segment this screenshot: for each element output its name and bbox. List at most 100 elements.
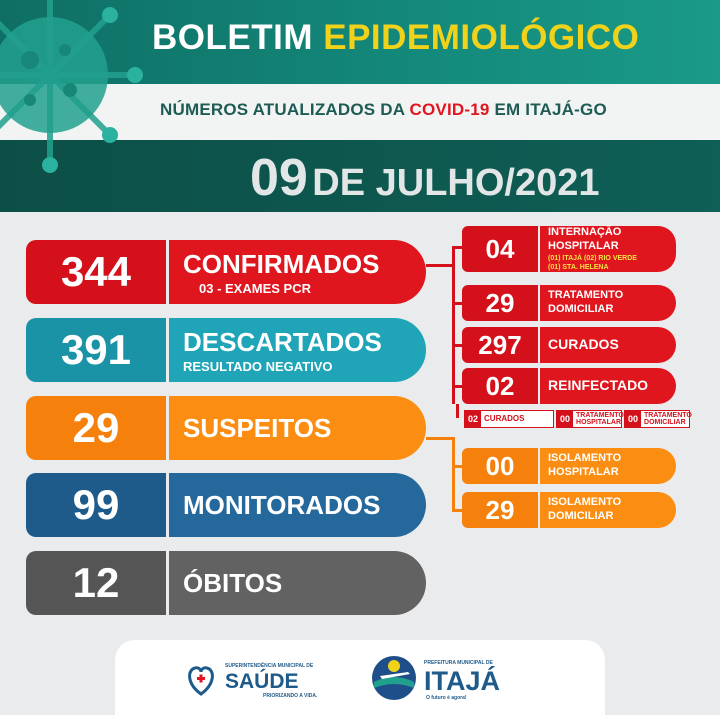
breakdown-value: 02 <box>462 368 538 404</box>
connector-line <box>452 437 455 511</box>
stat-suspeitos: 29 SUSPEITOS <box>26 396 426 460</box>
footer: SUPERINTENDÊNCIA MUNICIPAL DE SAÚDE PRIO… <box>115 640 605 715</box>
subtitle-part2: EM ITAJÁ-GO <box>494 100 607 119</box>
chip-label: CURADOS <box>484 413 525 423</box>
breakdown-label-line2: DOMICILIAR <box>548 303 614 315</box>
stat-label: DESCARTADOS <box>183 326 382 357</box>
connector-line <box>456 404 459 418</box>
itaja-tag-text: O futuro é agora! <box>426 695 467 701</box>
breakdown-label-box: TRATAMENTO DOMICILIAR <box>540 285 676 321</box>
connector-line <box>452 302 464 305</box>
chip-value: 00 <box>557 411 574 427</box>
breakdown-curados: 297 CURADOS <box>462 327 676 363</box>
breakdown-label-box: CURADOS <box>540 327 676 363</box>
breakdown-detail2: (01) STA. HELENA <box>548 263 609 271</box>
stat-label-box: ÓBITOS <box>169 551 426 615</box>
chip-label-line1: TRATAMENTO <box>576 411 624 419</box>
heart-icon <box>188 666 214 696</box>
connector-line <box>452 246 455 404</box>
breakdown-label-box: REINFECTADO <box>540 368 676 404</box>
reinfected-detail: 02 CURADOS 00 TRATAMENTO HOSPITALAR 00 T… <box>460 410 692 428</box>
breakdown-label-line1: INTERNAÇÃO <box>548 226 622 239</box>
chip-label-line2: HOSPITALAR <box>576 419 621 426</box>
saude-top-text: SUPERINTENDÊNCIA MUNICIPAL DE <box>225 661 314 669</box>
saude-name-text: SAÚDE <box>225 669 299 693</box>
stat-value: 99 <box>26 473 166 537</box>
stat-label: MONITORADOS <box>183 489 381 520</box>
stat-label: ÓBITOS <box>183 567 283 598</box>
page-title: BOLETIM EPIDEMIOLÓGICO <box>152 18 639 58</box>
connector-line <box>452 344 464 347</box>
breakdown-value: 297 <box>462 327 538 363</box>
breakdown-label-line1: REINFECTADO <box>548 377 649 394</box>
breakdown-label-line2: HOSPITALAR <box>548 239 619 252</box>
breakdown-value: 04 <box>462 226 538 272</box>
stat-value: 344 <box>26 240 166 304</box>
breakdown-value: 29 <box>462 492 538 528</box>
subtitle-part1: NÚMEROS ATUALIZADOS DA <box>160 100 405 119</box>
virus-icon <box>0 0 143 173</box>
stat-value: 391 <box>26 318 166 382</box>
breakdown-label-line2: HOSPITALAR <box>548 466 619 478</box>
title-part2: EPIDEMIOLÓGICO <box>323 18 640 57</box>
sun-icon <box>388 660 400 672</box>
stat-sublabel: RESULTADO NEGATIVO <box>183 358 333 374</box>
stat-monitorados: 99 MONITORADOS <box>26 473 426 537</box>
breakdown-tratamento: 29 TRATAMENTO DOMICILIAR <box>462 285 676 321</box>
stat-value: 12 <box>26 551 166 615</box>
itaja-logo: PREFEITURA MUNICIPAL DE ITAJÁ O futuro é… <box>372 656 500 701</box>
date-day: 09 <box>250 149 308 207</box>
date-rest: DE JULHO/2021 <box>312 162 600 204</box>
itaja-name-text: ITAJÁ <box>424 665 500 696</box>
itaja-top-text: PREFEITURA MUNICIPAL DE <box>424 660 493 666</box>
date-banner <box>0 140 720 212</box>
saude-logo: SUPERINTENDÊNCIA MUNICIPAL DE SAÚDE PRIO… <box>188 661 318 699</box>
breakdown-detail1: (01) ITAJÁ (02) RIO VERDE <box>548 254 637 262</box>
breakdown-label-line1: ISOLAMENTO <box>548 496 622 509</box>
breakdown-isolamento-hospitalar: 00 ISOLAMENTO HOSPITALAR <box>462 448 676 484</box>
breakdown-label-line1: CURADOS <box>548 336 619 353</box>
chip-label-line2: DOMICILIAR <box>644 419 686 426</box>
stat-descartados: 391 DESCARTADOS RESULTADO NEGATIVO <box>26 318 426 382</box>
stat-label: CONFIRMADOS <box>183 248 380 279</box>
connector-line <box>426 264 454 267</box>
connector-line <box>452 246 464 249</box>
breakdown-value: 29 <box>462 285 538 321</box>
chip-value: 02 <box>465 411 482 427</box>
stat-sublabel: 03 - EXAMES PCR <box>199 280 311 296</box>
breakdown-label-line2: DOMICILIAR <box>548 510 614 522</box>
subtitle-highlight: COVID-19 <box>409 100 490 119</box>
chip-value: 00 <box>625 411 642 427</box>
breakdown-internacao: 04 INTERNAÇÃO HOSPITALAR (01) ITAJÁ (02)… <box>462 226 676 272</box>
report-date: 09 DE JULHO/2021 <box>250 148 600 208</box>
title-part1: BOLETIM <box>152 18 313 57</box>
chip-curados: 02 CURADOS <box>464 410 554 428</box>
stat-label-box: DESCARTADOS RESULTADO NEGATIVO <box>169 318 426 382</box>
breakdown-label-line1: TRATAMENTO <box>548 289 624 302</box>
saude-tag-text: PRIORIZANDO A VIDA. <box>263 693 318 699</box>
stat-confirmados: 344 CONFIRMADOS 03 - EXAMES PCR <box>26 240 426 304</box>
chip-label-line1: TRATAMENTO <box>644 411 692 419</box>
chip-tratamento-domiciliar: 00 TRATAMENTO DOMICILIAR <box>624 410 692 428</box>
connector-line <box>452 465 464 468</box>
plane-icon <box>380 672 410 679</box>
stat-label-box: MONITORADOS <box>169 473 426 537</box>
stat-label-box: SUSPEITOS <box>169 396 426 460</box>
page-subtitle: NÚMEROS ATUALIZADOS DA COVID-19 EM ITAJÁ… <box>160 100 607 120</box>
connector-line <box>426 437 454 440</box>
breakdown-reinfectado: 02 REINFECTADO <box>462 368 676 404</box>
chip-tratamento-hospitalar: 00 TRATAMENTO HOSPITALAR <box>556 410 624 428</box>
breakdown-label-box: ISOLAMENTO HOSPITALAR <box>540 448 676 484</box>
stat-label: SUSPEITOS <box>183 412 332 443</box>
chip-label: TRATAMENTO DOMICILIAR <box>641 412 695 427</box>
breakdown-isolamento-domiciliar: 29 ISOLAMENTO DOMICILIAR <box>462 492 676 528</box>
stat-value: 29 <box>26 396 166 460</box>
header-banner <box>0 0 720 84</box>
connector-line <box>452 385 464 388</box>
connector-line <box>452 509 464 512</box>
chip-label: TRATAMENTO HOSPITALAR <box>573 412 627 427</box>
subtitle-banner <box>0 84 720 140</box>
breakdown-label-box: INTERNAÇÃO HOSPITALAR (01) ITAJÁ (02) RI… <box>540 226 676 272</box>
breakdown-value: 00 <box>462 448 538 484</box>
stat-obitos: 12 ÓBITOS <box>26 551 426 615</box>
